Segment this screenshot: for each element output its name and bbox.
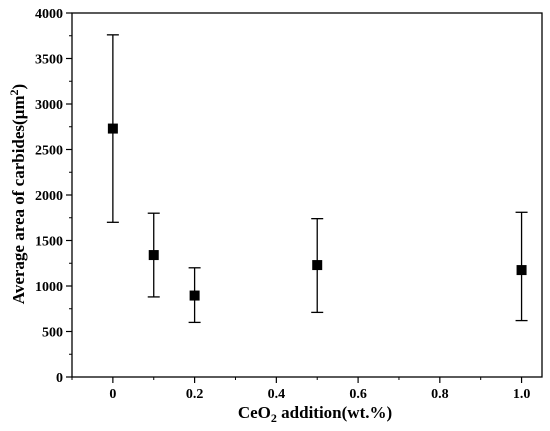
- data-points: [106, 34, 528, 324]
- data-point-marker: [516, 265, 527, 276]
- x-axis-ticks: 0 0.2 0.4 0.6 0.8 1.0: [71, 377, 531, 402]
- y-tick-label: 1000: [35, 280, 63, 295]
- y-tick-label: 2000: [35, 189, 63, 204]
- y-tick-label: 0: [56, 371, 63, 386]
- y-axis-title-superscript: 2: [7, 89, 21, 95]
- plot-frame: [71, 12, 543, 378]
- y-tick-label: 4000: [35, 7, 63, 22]
- x-tick-label: 0.6: [349, 387, 367, 402]
- y-tick-label: 500: [42, 326, 63, 341]
- x-tick-label: 0.4: [268, 387, 286, 402]
- data-point-marker: [148, 250, 159, 261]
- data-point-marker: [107, 123, 118, 134]
- y-tick-label: 3500: [35, 53, 63, 68]
- x-tick-label: 0.2: [186, 387, 204, 402]
- y-tick-label: 2500: [35, 144, 63, 159]
- x-axis-title: CeO2 addition(wt.%): [238, 403, 392, 425]
- x-tick-label: 0: [109, 387, 116, 402]
- y-axis-title: Average area of carbides(μm2): [7, 84, 28, 304]
- x-tick-label: 1.0: [513, 387, 531, 402]
- y-tick-label: 3000: [35, 98, 63, 113]
- data-point-marker: [312, 260, 323, 271]
- data-point-marker: [189, 290, 200, 301]
- x-tick-label: 0.8: [431, 387, 449, 402]
- y-tick-label: 1500: [35, 235, 63, 250]
- x-axis-title-subscript: 2: [271, 411, 277, 425]
- y-axis-ticks: 0 500 1000 1500 2000 2500 3000 3500 4000: [35, 7, 72, 386]
